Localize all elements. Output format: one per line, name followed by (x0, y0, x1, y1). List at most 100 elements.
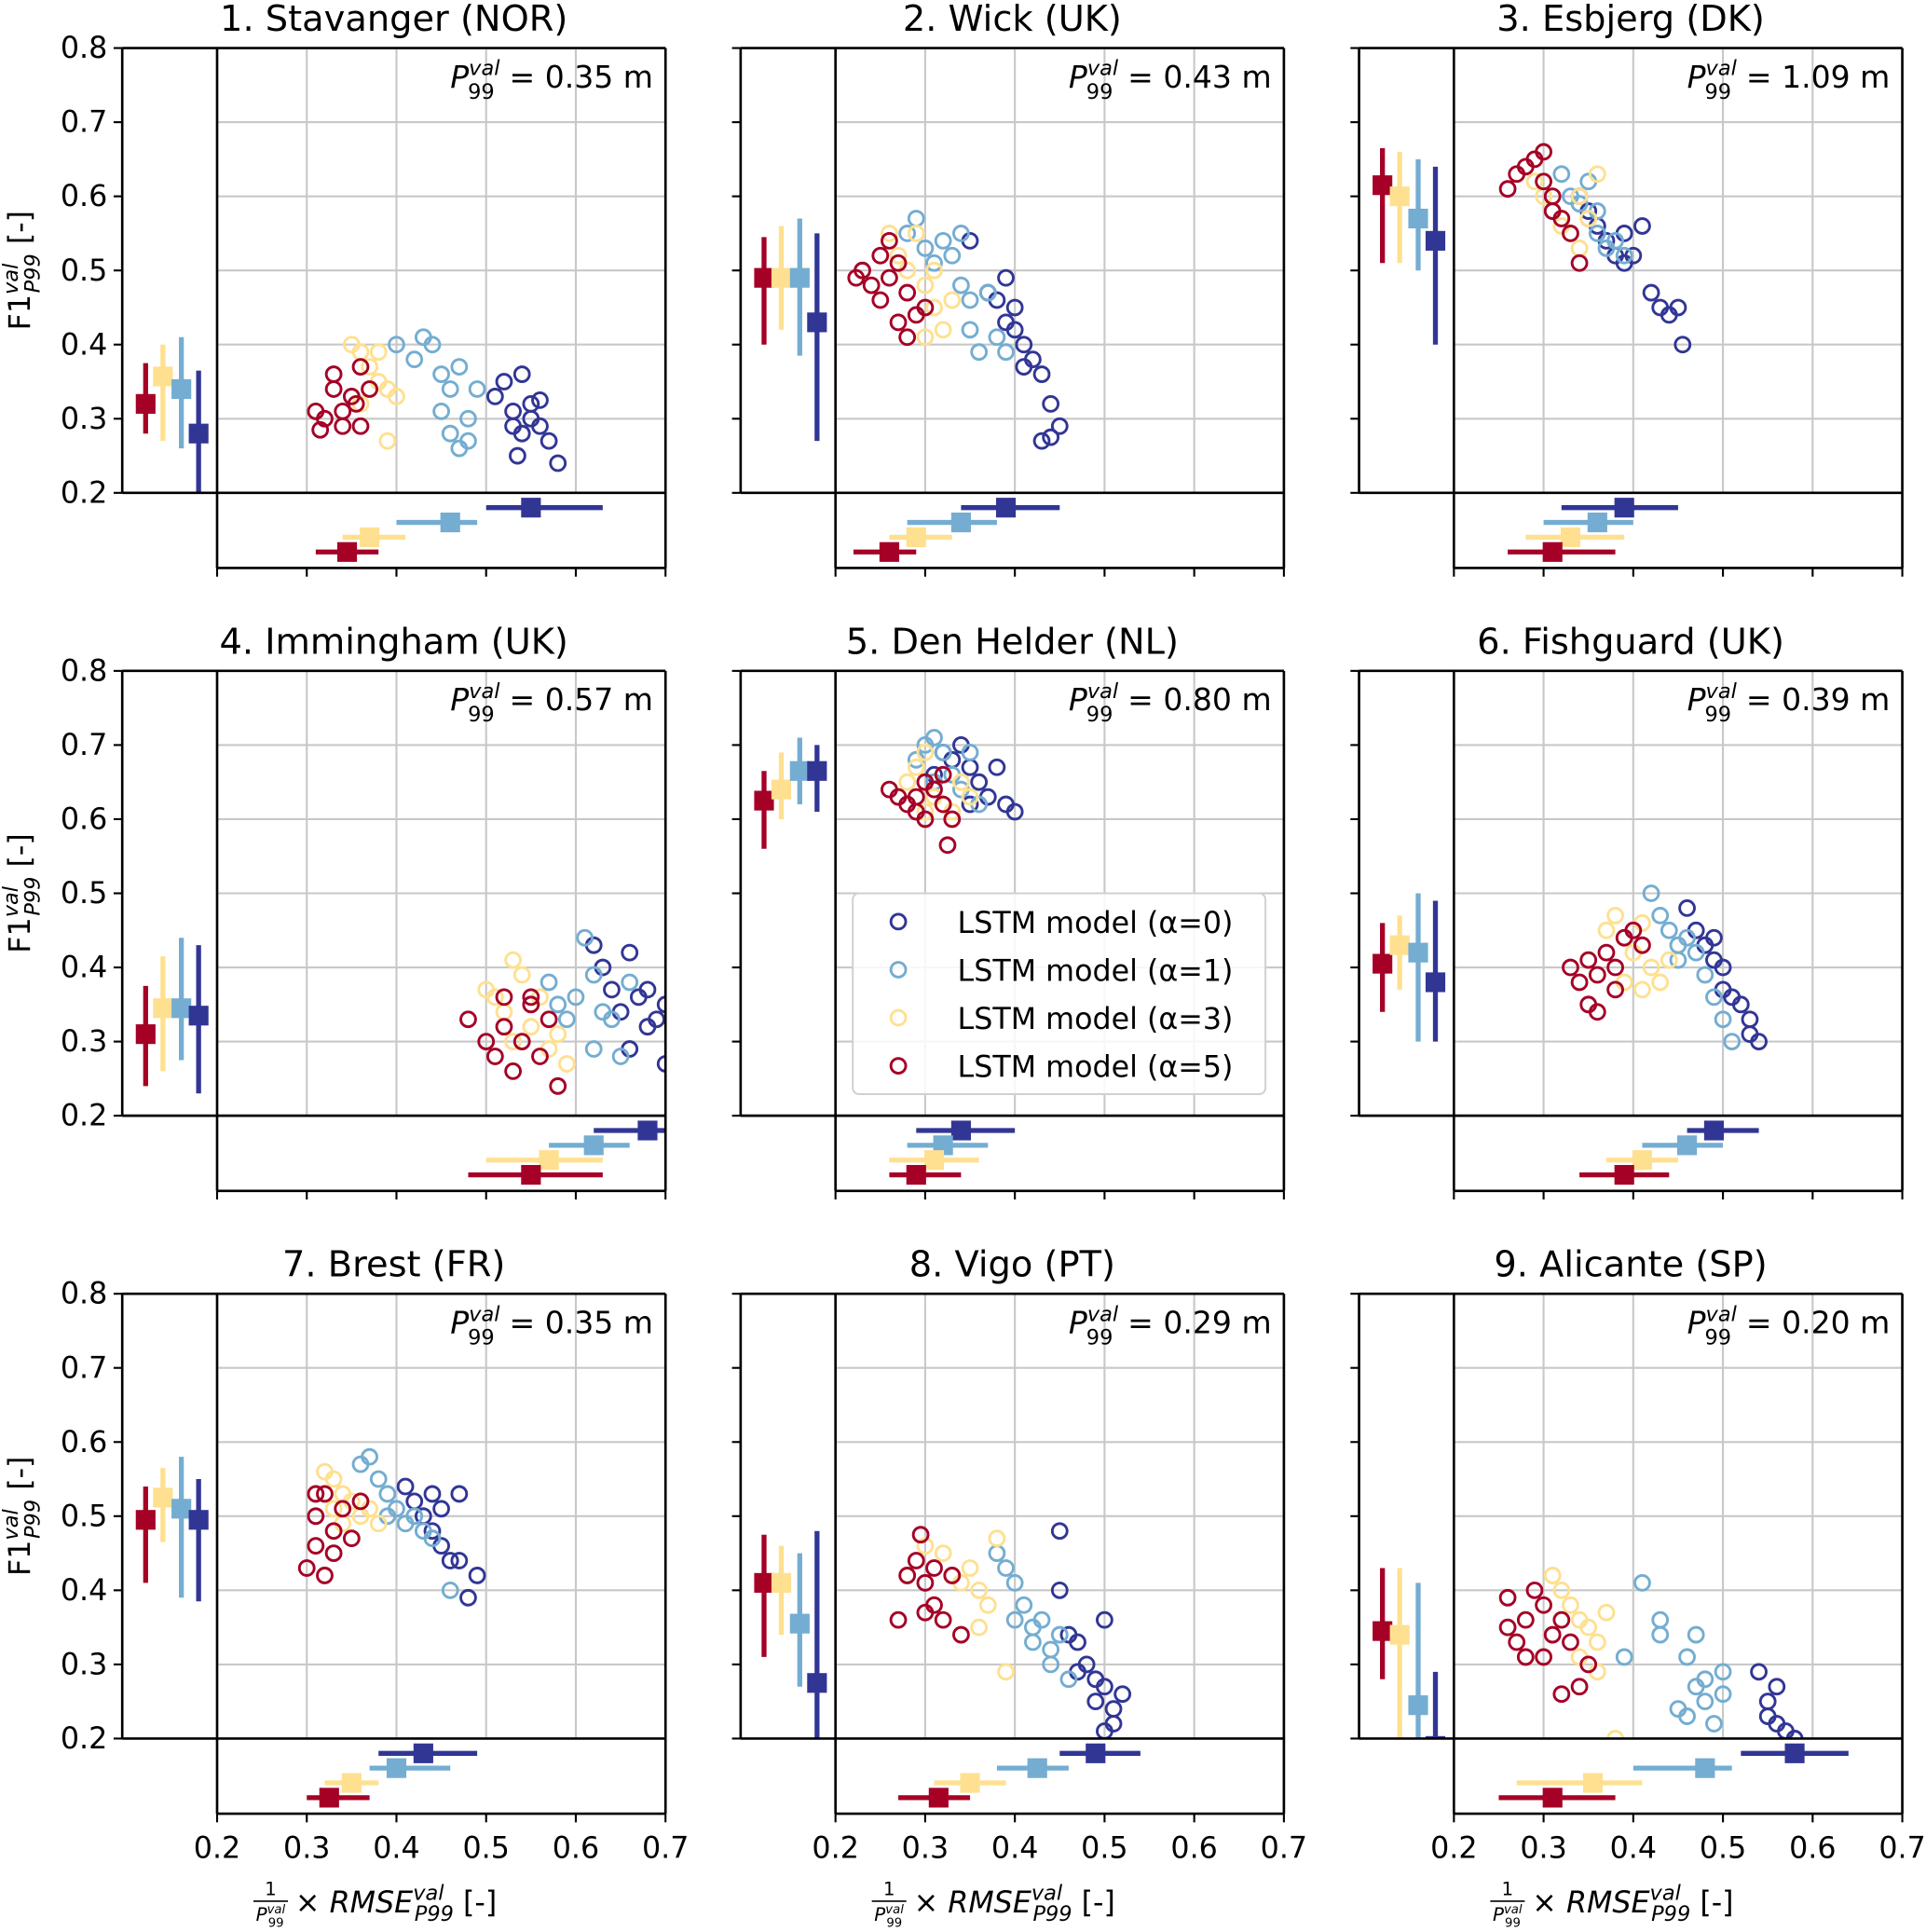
text-span: 99 (468, 80, 495, 104)
point-alpha5 (1588, 1003, 1606, 1021)
point-alpha1 (1714, 1663, 1732, 1681)
text-span: val (1706, 57, 1738, 81)
point-alpha5 (854, 261, 871, 280)
text-span: RMSE (948, 1886, 1031, 1920)
point-alpha1 (1615, 246, 1633, 265)
median-marker-y-alpha5 (754, 790, 774, 811)
text-span: 99 (468, 703, 495, 727)
point-alpha5 (324, 380, 343, 398)
point-alpha3 (1660, 951, 1678, 969)
point-alpha1 (1678, 1648, 1696, 1666)
point-alpha0 (638, 980, 657, 999)
median-marker-x-alpha5 (906, 1165, 926, 1185)
point-alpha5 (1562, 1633, 1579, 1651)
median-marker-x-alpha3 (1560, 527, 1581, 547)
median-marker-y-alpha3 (1389, 935, 1410, 955)
x-label-fraction-numerator: 1 (265, 1878, 277, 1899)
x-label-fraction-denominator: Pval 99 (874, 1903, 904, 1931)
point-alpha5 (1633, 936, 1651, 954)
median-marker-y-alpha1 (789, 760, 810, 781)
legend-label: LSTM model (α=0) (958, 907, 1234, 940)
point-alpha5 (1525, 1581, 1544, 1599)
point-alpha5 (324, 1522, 343, 1541)
median-marker-y-alpha3 (153, 998, 173, 1019)
point-alpha1 (1024, 1633, 1042, 1651)
text-span: × (914, 1886, 949, 1920)
median-marker-x-alpha1 (1587, 512, 1607, 533)
point-alpha0 (549, 454, 567, 473)
text-span: P (1687, 59, 1706, 95)
point-alpha3 (907, 225, 925, 242)
panel-title: 3. Esbjerg (DK) (1496, 0, 1765, 40)
text-span: 99 (1086, 703, 1113, 727)
text-span: = 0.29 m (1118, 1304, 1272, 1340)
panel-title: 1. Stavanger (NOR) (220, 0, 567, 40)
y-tick-label: 0.6 (61, 803, 107, 837)
scatter-points (847, 210, 1069, 450)
point-alpha5 (361, 380, 378, 398)
y-tick-label: 0.4 (61, 328, 107, 362)
legend-marker-alpha3 (889, 1008, 908, 1027)
point-alpha0 (540, 432, 558, 450)
scatter-points (297, 1447, 486, 1607)
point-alpha5 (1552, 210, 1571, 227)
p99-annotation: Pval 99 = 0.80 m (1069, 679, 1272, 727)
point-alpha5 (307, 1507, 325, 1526)
legend-box (852, 892, 1267, 1095)
point-alpha1 (441, 424, 459, 443)
y-tick-label: 0.5 (61, 877, 107, 911)
median-marker-x-alpha5 (336, 541, 358, 562)
text-span: 99 (886, 1917, 902, 1931)
point-alpha0 (1642, 283, 1660, 302)
y-tick-label: 0.2 (61, 1100, 107, 1133)
point-alpha5 (522, 995, 540, 1014)
point-alpha1 (961, 743, 979, 761)
point-alpha3 (916, 328, 935, 347)
x-tick-label: 0.7 (642, 1832, 689, 1866)
point-alpha5 (459, 1010, 477, 1029)
y-tick-label: 0.8 (61, 32, 107, 65)
text-span: val (0, 263, 23, 295)
point-alpha5 (1588, 966, 1606, 984)
point-alpha0 (656, 995, 666, 1014)
point-alpha1 (988, 1544, 1006, 1562)
point-alpha1 (1015, 1596, 1033, 1614)
point-alpha5 (925, 1559, 943, 1577)
text-span: val (1650, 1882, 1682, 1906)
point-alpha0 (648, 1010, 665, 1029)
x-label-main: × RMSEval P99 [-] (914, 1882, 1115, 1926)
point-alpha3 (504, 1033, 522, 1050)
point-alpha0 (1096, 1678, 1113, 1696)
text-span: RMSE (330, 1886, 414, 1920)
point-alpha5 (1570, 1678, 1589, 1696)
text-span: 99 (1086, 1325, 1113, 1350)
panel-1: 1. Stavanger (NOR)Pval 99 = 0.35 m0.20.30… (0, 0, 667, 577)
x-tick-label: 0.2 (194, 1832, 240, 1866)
median-marker-y-alpha3 (1389, 186, 1410, 207)
legend-item-alpha0: LSTM model (α=0) (889, 907, 1234, 940)
summary-x (315, 498, 603, 562)
point-alpha0 (509, 446, 526, 465)
point-alpha5 (495, 988, 513, 1007)
text-span: val (1706, 679, 1738, 704)
point-alpha1 (1633, 1574, 1651, 1592)
summary-x (889, 1120, 1016, 1185)
point-alpha1 (1042, 1640, 1060, 1659)
text-span: = 0.35 m (499, 1304, 653, 1340)
point-alpha3 (881, 225, 898, 242)
y-tick-label: 0.5 (61, 1500, 107, 1533)
point-alpha3 (961, 1559, 979, 1577)
point-alpha0 (1758, 1692, 1777, 1711)
x-tick-label: 0.2 (812, 1832, 858, 1866)
point-alpha0 (1005, 802, 1024, 821)
y-tick-label: 0.3 (61, 1025, 107, 1059)
text-span: 99 (268, 1917, 284, 1931)
point-alpha0 (1705, 928, 1723, 947)
point-alpha5 (898, 328, 917, 347)
point-alpha1 (1723, 1033, 1742, 1050)
point-alpha1 (934, 231, 952, 250)
point-alpha0 (1042, 394, 1060, 413)
point-alpha3 (961, 788, 979, 806)
